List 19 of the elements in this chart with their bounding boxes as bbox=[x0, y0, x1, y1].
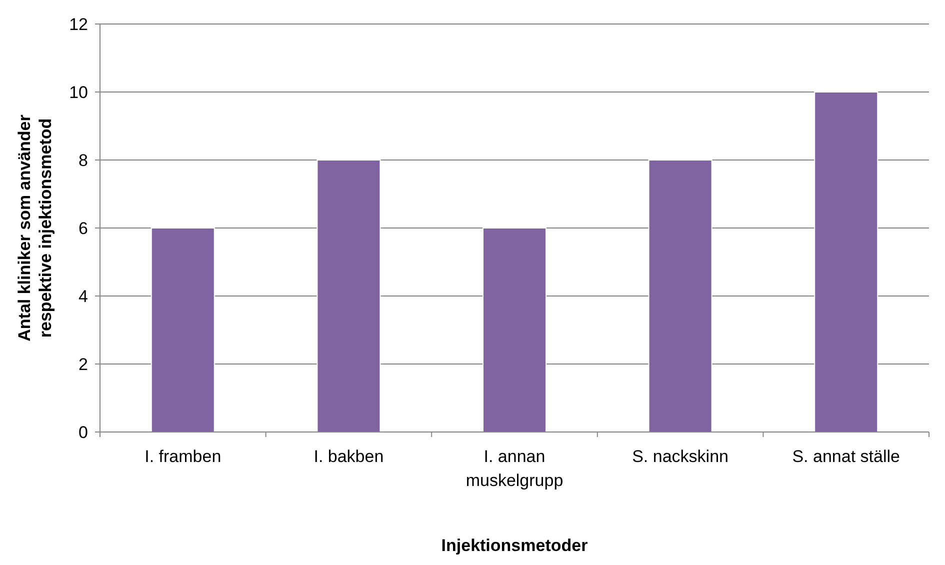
y-axis-title: Antal kliniker som använder respektive injektionsmetod bbox=[15, 114, 55, 342]
x-axis-title: Injektionsmetoder bbox=[441, 536, 588, 555]
y-tick-label: 12 bbox=[69, 14, 88, 34]
bar bbox=[150, 228, 215, 432]
bar bbox=[482, 228, 546, 432]
y-tick-label: 8 bbox=[78, 150, 88, 170]
x-tick-label: S. annat ställe bbox=[792, 447, 900, 466]
x-tick-label: I. framben bbox=[144, 447, 222, 466]
y-tick-label: 2 bbox=[78, 354, 88, 374]
bar bbox=[648, 160, 712, 432]
x-tick-label: S. nackskinn bbox=[632, 447, 728, 466]
y-tick-label: 4 bbox=[78, 286, 88, 306]
y-tick-label: 6 bbox=[78, 218, 88, 238]
y-tick-label: 0 bbox=[78, 422, 88, 442]
bar bbox=[316, 160, 381, 432]
x-tick-label: I. bakben bbox=[314, 447, 384, 466]
bar bbox=[814, 92, 878, 432]
y-tick-label: 10 bbox=[69, 82, 88, 102]
x-tick-label: I. annan muskelgrupp bbox=[466, 447, 564, 490]
